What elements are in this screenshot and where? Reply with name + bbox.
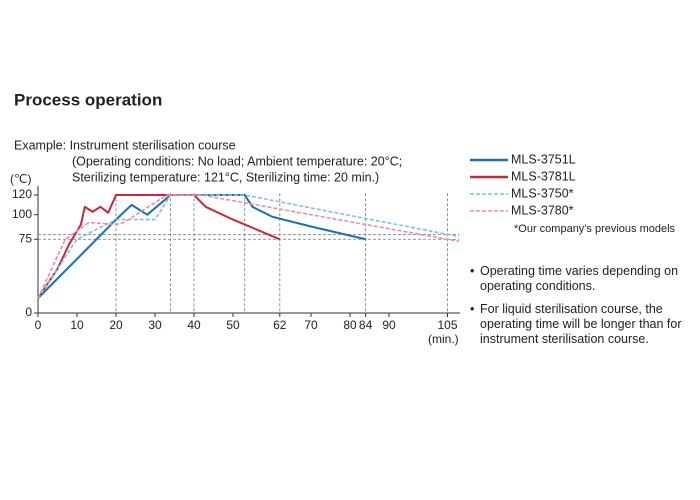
y-tick-label: 75	[19, 231, 33, 245]
subtitle: Example: Instrument sterilisation course	[14, 138, 236, 152]
y-axis-label: (℃)	[10, 172, 31, 186]
legend-label: MLS-3780*	[511, 203, 574, 217]
x-tick-label: 20	[109, 318, 123, 332]
note: For liquid sterilisation course, the ope…	[470, 302, 695, 347]
series-line	[37, 194, 366, 299]
x-tick-label: 62	[273, 318, 287, 332]
x-tick-label: 40	[187, 318, 201, 332]
x-tick-label: 50	[226, 318, 240, 332]
series-line	[37, 194, 460, 299]
y-tick-label: 120	[12, 187, 32, 201]
x-tick-label: 80	[343, 318, 357, 332]
note: Operating time varies depending on opera…	[470, 264, 695, 294]
series-line	[37, 194, 460, 299]
legend-label: MLS-3781L	[511, 169, 576, 183]
x-axis-label: (min.)	[428, 332, 459, 346]
subtitle: Sterilizing temperature: 121°C, Steriliz…	[72, 170, 379, 184]
legend-label: MLS-3751L	[511, 152, 576, 166]
x-tick-label: 105	[437, 318, 457, 332]
x-tick-label: 10	[70, 318, 84, 332]
x-tick-label: 90	[382, 318, 396, 332]
legend-label: MLS-3750*	[511, 186, 574, 200]
notes: Operating time varies depending on opera…	[470, 264, 695, 355]
legend-note: *Our company's previous models	[514, 223, 676, 235]
x-tick-label: 0	[35, 318, 42, 332]
x-tick-label: 70	[304, 318, 318, 332]
x-tick-label: 84	[359, 318, 373, 332]
subtitle: (Operating conditions: No load; Ambient …	[72, 154, 402, 168]
y-tick-label: 100	[12, 207, 32, 221]
chart-title: Process operation	[14, 90, 162, 109]
x-tick-label: 30	[148, 318, 162, 332]
series-line	[37, 194, 281, 299]
y-tick-label: 0	[25, 305, 32, 319]
